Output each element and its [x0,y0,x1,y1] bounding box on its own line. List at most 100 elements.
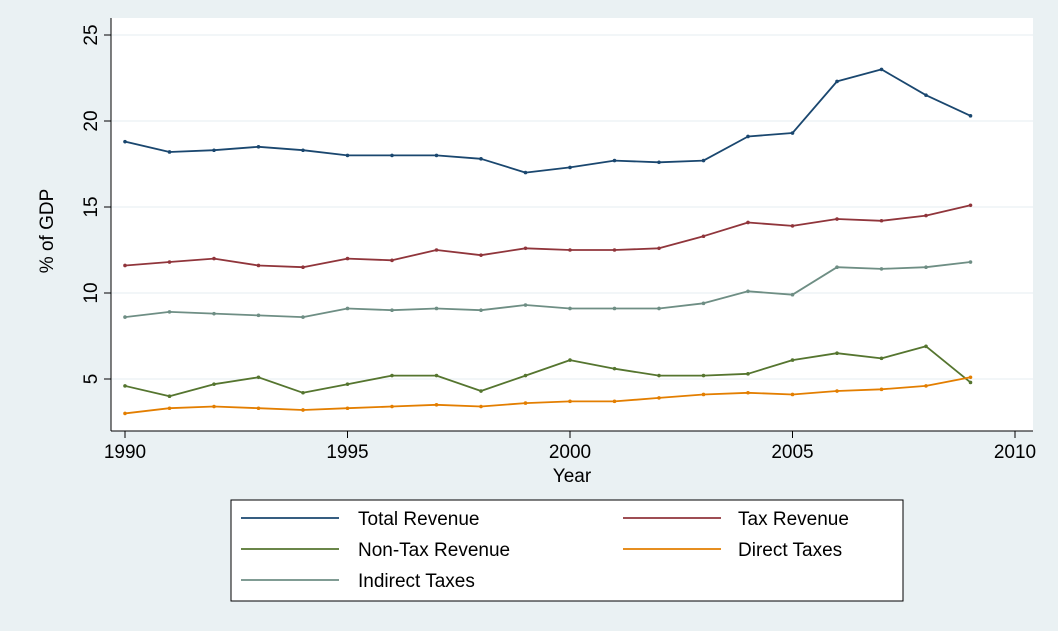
data-point [968,114,973,118]
data-point [123,315,127,319]
data-point [212,404,216,409]
data-point [212,311,216,316]
data-point [701,373,706,378]
data-point [256,375,261,380]
data-point [301,148,305,153]
data-point [879,267,884,271]
x-tick-label: 2005 [771,442,813,463]
data-point [612,399,617,404]
data-point [123,263,127,268]
series-tax-revenue [123,203,973,270]
data-point [345,382,350,386]
data-point [835,79,839,84]
data-point [657,396,661,400]
data-point [701,234,706,239]
y-tick-label: 25 [81,24,102,45]
data-point [612,248,617,252]
data-point [835,217,839,221]
y-axis-title: % of GDP [37,189,58,273]
data-point [568,399,572,404]
data-point [968,375,973,380]
data-point [523,401,528,405]
data-point [390,373,394,378]
data-point [123,411,127,416]
x-axis-title: Year [553,466,592,487]
data-point [835,265,839,270]
data-point [924,213,928,218]
data-point [301,265,305,270]
data-point [167,406,172,411]
data-point [968,380,973,385]
data-point [835,351,839,356]
data-point [434,373,439,378]
series-non-tax-revenue [123,344,973,399]
x-tick-label: 1990 [104,442,146,463]
data-point [746,220,750,225]
y-tick-label: 10 [81,282,102,303]
x-tick-label: 2000 [549,442,591,463]
data-point [790,392,795,397]
data-point [212,382,216,386]
data-point [924,93,928,97]
data-point [657,373,661,378]
data-point [790,358,795,362]
data-point [746,390,750,395]
series-line-total-revenue [124,68,971,174]
data-point [479,157,483,161]
data-point [746,134,750,139]
series-total-revenue [123,67,973,175]
data-point [212,256,216,261]
legend-item: Tax Revenue [623,509,849,530]
data-point [212,148,216,153]
data-point [835,389,839,393]
y-ticks: 5 10 15 20 25 [81,24,111,384]
data-point [568,306,572,311]
data-point [301,390,305,395]
data-point [434,153,439,158]
data-point [746,289,750,294]
data-point [479,404,483,409]
data-point [523,246,528,251]
data-point [345,306,350,311]
data-point [345,256,350,261]
data-point [612,306,617,311]
data-point [612,158,617,163]
data-point [256,406,261,411]
data-point [701,392,706,397]
data-point [924,265,928,270]
data-point [701,301,706,306]
series-group [123,67,973,416]
data-point [968,260,973,264]
data-point [879,356,884,361]
data-point [790,131,795,135]
data-point [479,308,483,313]
x-tick-label: 1995 [326,442,368,463]
data-point [256,263,261,268]
legend-item: Non-Tax Revenue [241,540,510,561]
data-point [123,139,127,144]
data-point [167,260,172,264]
data-point [790,292,795,297]
series-indirect-taxes [123,260,973,319]
data-point [345,406,350,411]
legend-item: Direct Taxes [623,540,842,561]
grid-lines [111,34,1033,380]
data-point [879,67,884,72]
data-point [256,145,261,149]
legend-item: Total Revenue [241,509,479,530]
data-point [746,372,750,376]
data-point [568,358,572,362]
data-point [390,404,394,409]
y-tick-label: 5 [81,374,102,385]
data-point [167,394,172,399]
data-point [523,303,528,307]
data-point [924,384,928,388]
data-point [345,153,350,158]
data-point [657,160,661,165]
data-point [301,408,305,412]
legend-label: Direct Taxes [738,540,842,561]
data-point [612,366,617,371]
data-point [568,248,572,252]
data-point [256,313,261,318]
